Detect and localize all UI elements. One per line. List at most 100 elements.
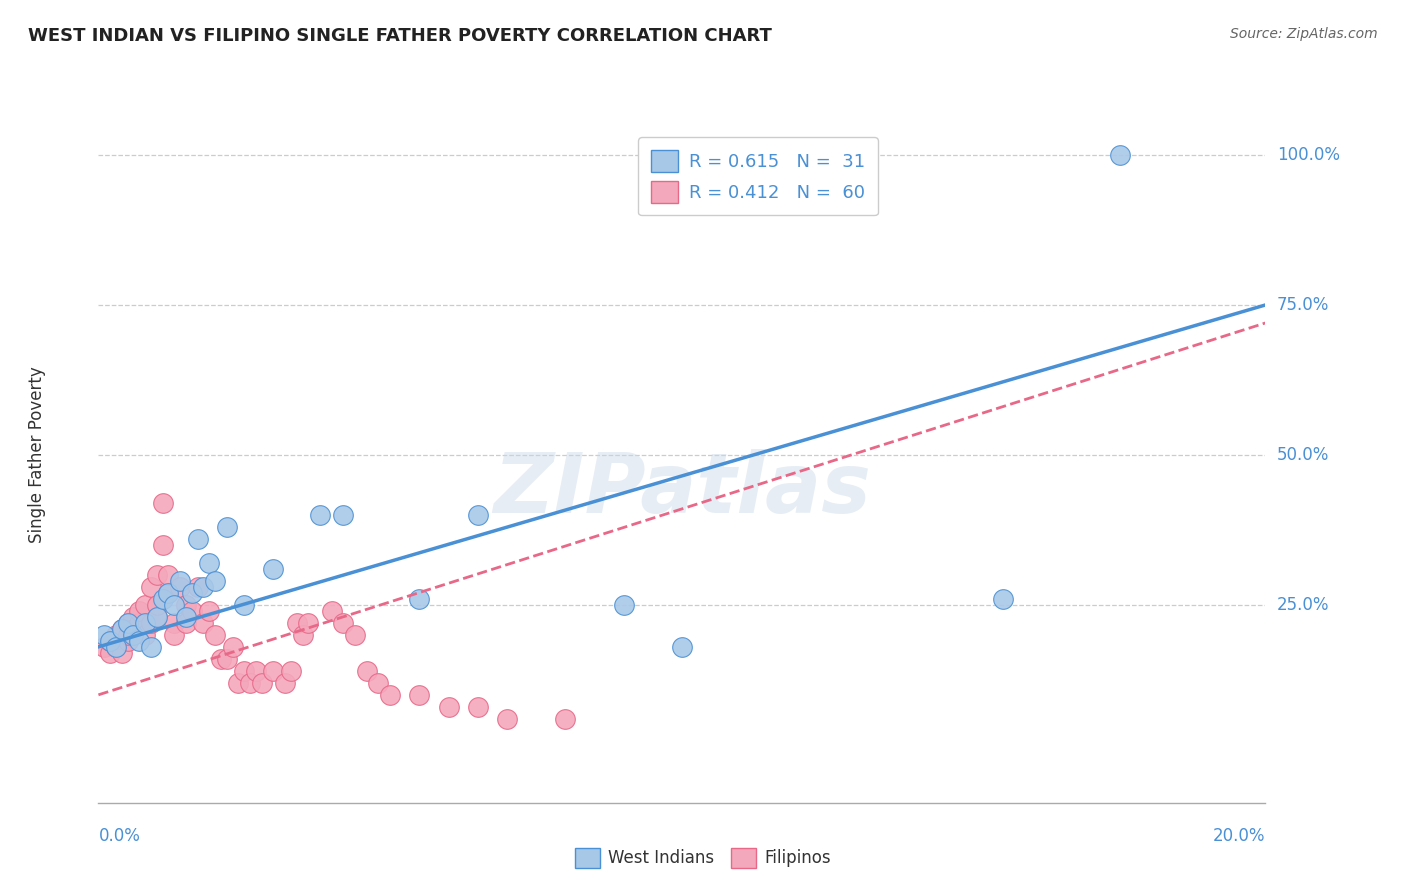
Point	[122, 622, 145, 636]
Point	[146, 610, 169, 624]
Point	[174, 598, 197, 612]
Point	[367, 676, 389, 690]
Point	[204, 628, 226, 642]
Point	[134, 615, 156, 630]
Point	[169, 580, 191, 594]
Point	[93, 628, 115, 642]
Point	[174, 610, 197, 624]
Point	[180, 604, 202, 618]
Point	[111, 622, 134, 636]
Point	[128, 615, 150, 630]
Point	[139, 615, 162, 630]
Point	[209, 652, 232, 666]
Point	[344, 628, 367, 642]
Point	[297, 615, 319, 630]
Point	[239, 676, 262, 690]
Text: Single Father Poverty: Single Father Poverty	[28, 367, 46, 543]
Point	[1108, 148, 1130, 162]
Point	[291, 628, 314, 642]
Point	[174, 615, 197, 630]
Point	[274, 676, 297, 690]
Point	[221, 640, 243, 654]
Point	[671, 640, 693, 654]
Text: 100.0%: 100.0%	[1277, 146, 1340, 164]
Point	[139, 640, 162, 654]
Legend: R = 0.615   N =  31, R = 0.412   N =  60: R = 0.615 N = 31, R = 0.412 N = 60	[638, 137, 877, 215]
Point	[98, 633, 121, 648]
Point	[467, 508, 489, 522]
Point	[104, 640, 127, 654]
Point	[152, 496, 174, 510]
Point	[204, 574, 226, 588]
Point	[157, 567, 180, 582]
Point	[408, 591, 430, 606]
Point	[152, 591, 174, 606]
Point	[193, 615, 215, 630]
Point	[146, 598, 169, 612]
Point	[117, 633, 139, 648]
Point	[332, 508, 354, 522]
Point	[496, 712, 519, 726]
Legend: West Indians, Filipinos: West Indians, Filipinos	[568, 841, 838, 875]
Point	[228, 676, 250, 690]
Point	[321, 604, 343, 618]
Point	[193, 580, 215, 594]
Point	[93, 640, 115, 654]
Point	[111, 622, 134, 636]
Point	[98, 633, 121, 648]
Text: 75.0%: 75.0%	[1277, 296, 1330, 314]
Point	[437, 699, 460, 714]
Point	[187, 580, 209, 594]
Point	[215, 652, 238, 666]
Text: Source: ZipAtlas.com: Source: ZipAtlas.com	[1230, 27, 1378, 41]
Point	[169, 574, 191, 588]
Text: ZIPatlas: ZIPatlas	[494, 450, 870, 530]
Point	[285, 615, 308, 630]
Text: 50.0%: 50.0%	[1277, 446, 1330, 464]
Point	[198, 556, 221, 570]
Point	[134, 598, 156, 612]
Point	[104, 640, 127, 654]
Point	[157, 586, 180, 600]
Point	[467, 699, 489, 714]
Point	[117, 615, 139, 630]
Point	[146, 567, 169, 582]
Point	[262, 562, 284, 576]
Point	[157, 586, 180, 600]
Point	[262, 664, 284, 678]
Point	[146, 610, 169, 624]
Point	[332, 615, 354, 630]
Text: WEST INDIAN VS FILIPINO SINGLE FATHER POVERTY CORRELATION CHART: WEST INDIAN VS FILIPINO SINGLE FATHER PO…	[28, 27, 772, 45]
Point	[991, 591, 1014, 606]
Point	[554, 712, 576, 726]
Point	[233, 664, 256, 678]
Point	[408, 688, 430, 702]
Text: 25.0%: 25.0%	[1277, 596, 1330, 614]
Point	[111, 646, 134, 660]
Point	[198, 604, 221, 618]
Point	[134, 628, 156, 642]
Point	[104, 628, 127, 642]
Point	[187, 532, 209, 546]
Point	[215, 520, 238, 534]
Point	[139, 580, 162, 594]
Point	[128, 604, 150, 618]
Point	[117, 615, 139, 630]
Point	[122, 610, 145, 624]
Point	[122, 628, 145, 642]
Point	[233, 598, 256, 612]
Point	[250, 676, 273, 690]
Point	[163, 598, 186, 612]
Point	[152, 538, 174, 552]
Point	[180, 586, 202, 600]
Point	[163, 628, 186, 642]
Text: 0.0%: 0.0%	[98, 827, 141, 845]
Point	[356, 664, 378, 678]
Point	[612, 598, 634, 612]
Point	[380, 688, 402, 702]
Point	[163, 615, 186, 630]
Point	[245, 664, 267, 678]
Point	[280, 664, 302, 678]
Text: 20.0%: 20.0%	[1213, 827, 1265, 845]
Point	[98, 646, 121, 660]
